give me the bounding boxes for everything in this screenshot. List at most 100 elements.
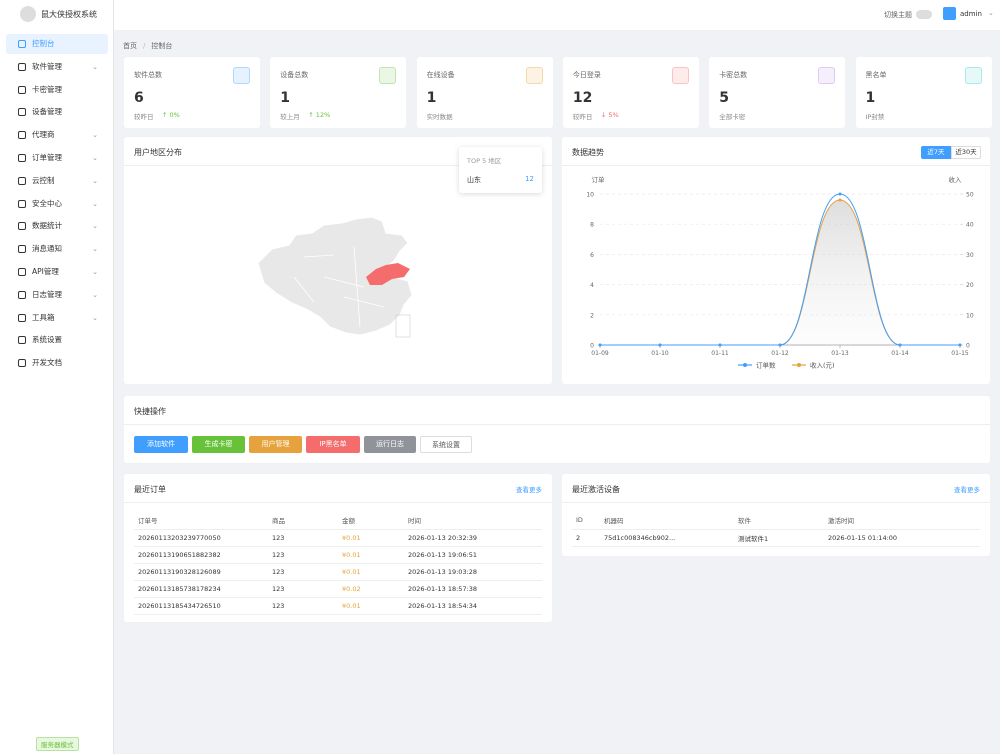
stat-trend: ↓ 5%	[600, 111, 619, 119]
quick-action-button[interactable]: 运行日志	[364, 436, 416, 453]
trend-chart: 订单 收入 0 2 4 6 8 10 0 10 20 30 40 50 01-09 01-10 01-11 01-…	[586, 175, 974, 370]
menu-label[interactable]: 消息通知	[32, 244, 62, 254]
column-header: 软件	[734, 512, 824, 530]
menu-chevron[interactable]: ⌄	[92, 199, 98, 208]
theme-toggle-label: 切换主题	[884, 11, 912, 19]
menu-chevron[interactable]: ⌄	[92, 131, 98, 140]
menu-label[interactable]: 日志管理	[32, 289, 62, 299]
menu-label[interactable]: 工具箱	[32, 312, 55, 322]
more-link[interactable]: 查看更多	[954, 486, 980, 494]
series-line	[599, 199, 960, 346]
quick-action-button[interactable]: 生成卡密	[192, 436, 245, 453]
menu-chevron[interactable]: ⌄	[92, 245, 98, 254]
table-cell: 75d1c008346cb902...	[600, 529, 734, 547]
theme-switch[interactable]	[916, 10, 932, 19]
menu-chevron[interactable]: ⌄	[92, 62, 98, 71]
y2-tick-label: 0	[966, 343, 970, 350]
y2-tick-label: 10	[966, 312, 974, 319]
y-tick-label: 2	[590, 312, 594, 319]
menu-icon	[18, 245, 26, 254]
trend-card: 数据趋势 近7天 近30天 订单 收入 0 2 4 6 8 10 0 10 20 30 40 50 01-0…	[562, 137, 990, 384]
y-tick-label: 8	[590, 222, 594, 229]
more-link[interactable]: 查看更多	[516, 486, 542, 494]
range-button[interactable]: 近7天	[921, 146, 951, 159]
x-tick-label: 01-12	[771, 350, 789, 357]
menu-label[interactable]: 开发文档	[32, 358, 62, 368]
table-cell: 123	[268, 597, 338, 615]
menu-chevron[interactable]: ⌄	[92, 176, 98, 185]
stat-card: 在线设备 1 实时数据	[416, 57, 553, 128]
breadcrumb-item[interactable]: 首页	[123, 42, 137, 50]
quick-actions-card: 快捷操作 添加软件 生成卡密 用户管理 IP黑名单 运行日志 系统设置	[124, 396, 990, 463]
menu-icon	[18, 40, 26, 48]
menu-item[interactable]: 系统设置	[6, 330, 108, 350]
legend-label: 收入(元)	[810, 361, 835, 370]
menu-label[interactable]: 代理商	[32, 130, 55, 140]
sidebar: 鼠大侠授权系统 控制台 软件管理 ⌄ 卡密管理 设备管理 代理商 ⌄ 订单管理 ⌄ 云控制 ⌄ 安全中…	[0, 0, 114, 754]
avatar[interactable]	[943, 7, 956, 20]
menu-item[interactable]: 订单管理 ⌄	[6, 148, 108, 168]
quick-action-button[interactable]: IP黑名单	[306, 436, 360, 453]
table-header: 订单号 商品 金额 时间	[134, 512, 542, 530]
map-region-shandong[interactable]	[366, 263, 410, 285]
menu-label[interactable]: 卡密管理	[32, 84, 62, 94]
x-tick-label: 01-09	[591, 350, 609, 357]
table-cell: 测试软件1	[734, 529, 824, 547]
stat-value: 1	[426, 90, 437, 106]
menu-label[interactable]: 数据统计	[32, 221, 62, 231]
series-point	[838, 198, 842, 202]
menu-item[interactable]: 安全中心 ⌄	[6, 194, 108, 214]
menu-item[interactable]: 代理商 ⌄	[6, 125, 108, 145]
legend-swatch-dot	[743, 363, 747, 367]
menu-item[interactable]: 卡密管理	[6, 80, 108, 100]
user-name[interactable]: admin	[960, 10, 982, 18]
stat-trend: ↑ 0%	[162, 111, 180, 119]
menu-item[interactable]: 云控制 ⌄	[6, 171, 108, 191]
menu-item[interactable]: 消息通知 ⌄	[6, 239, 108, 259]
user-chevron[interactable]: ⌄	[988, 9, 994, 17]
legend-swatch-dot	[797, 363, 801, 367]
menu-item[interactable]: 控制台	[6, 34, 108, 54]
range-button[interactable]: 近30天	[951, 146, 981, 159]
x-tick-label: 01-13	[831, 350, 849, 357]
stat-value: 12	[572, 90, 593, 106]
table-cell: ¥0.02	[338, 580, 404, 598]
menu-chevron[interactable]: ⌄	[92, 154, 98, 162]
menu-item[interactable]: 开发文档	[6, 353, 108, 373]
menu-chevron[interactable]: ⌄	[92, 222, 98, 231]
menu-label[interactable]: 设备管理	[32, 107, 62, 117]
menu-label[interactable]: 云控制	[32, 175, 55, 185]
quick-action-button[interactable]: 系统设置	[420, 436, 472, 453]
logo-icon	[20, 6, 36, 22]
stat-icon	[818, 67, 836, 84]
menu-chevron[interactable]: ⌄	[92, 290, 98, 299]
y2-tick-label: 20	[966, 282, 974, 289]
menu-label[interactable]: 订单管理	[32, 153, 62, 162]
menu-chevron[interactable]: ⌄	[92, 268, 98, 276]
quick-action-button[interactable]: 添加软件	[134, 436, 188, 453]
series-point	[898, 343, 902, 347]
menu-item[interactable]: 日志管理 ⌄	[6, 285, 108, 305]
stat-value: 6	[134, 90, 144, 106]
menu-item[interactable]: API管理 ⌄	[6, 262, 108, 282]
x-tick-label: 01-10	[651, 350, 669, 357]
menu-chevron[interactable]: ⌄	[92, 313, 98, 322]
menu-label[interactable]: 安全中心	[32, 198, 62, 208]
stat-label: 今日登录	[572, 71, 601, 79]
menu-label[interactable]: 软件管理	[32, 61, 62, 71]
x-tick-label: 01-14	[891, 350, 909, 357]
quick-action-button[interactable]: 用户管理	[249, 436, 302, 453]
stat-card: 今日登录 12 较昨日 ↓ 5%	[562, 57, 699, 128]
menu-item[interactable]: 设备管理	[6, 102, 108, 122]
menu-item[interactable]: 数据统计 ⌄	[6, 216, 108, 236]
menu-label[interactable]: 控制台	[32, 39, 55, 48]
menu-label[interactable]: API管理	[32, 267, 59, 276]
menu-label[interactable]: 系统设置	[32, 335, 62, 345]
menu-item[interactable]: 工具箱 ⌄	[6, 308, 108, 328]
table-cell: 123	[268, 580, 338, 598]
mode-badge: 服务器模式	[36, 737, 79, 751]
menu-icon	[18, 313, 26, 322]
menu-item[interactable]: 软件管理 ⌄	[6, 57, 108, 77]
series-point	[718, 343, 722, 347]
stat-note: 实时数据	[426, 113, 453, 121]
